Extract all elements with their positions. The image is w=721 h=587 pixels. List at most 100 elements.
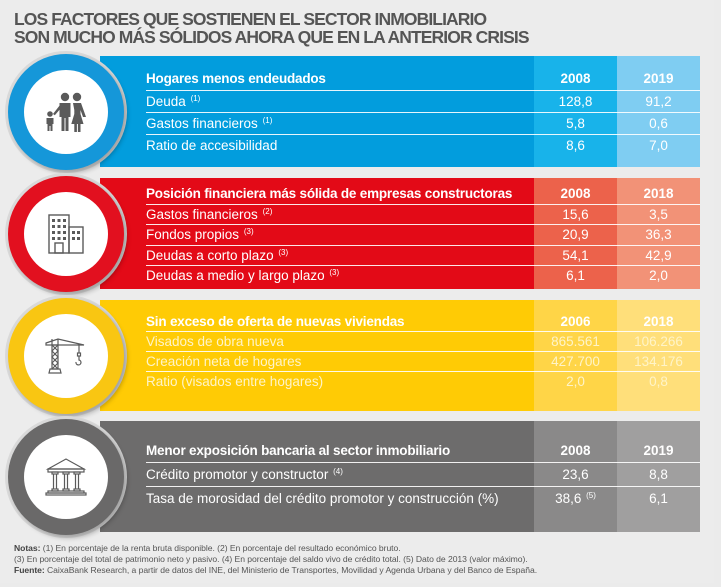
- column-header-a: 2008: [560, 70, 591, 86]
- family-icon: [46, 92, 86, 132]
- section-households: Hogares menos endeudados 2008 2019 Deuda…: [0, 54, 721, 170]
- footnote-ref: (1): [262, 116, 273, 125]
- row-label: Crédito promotor y constructor: [146, 467, 329, 482]
- value-b: 36,3: [645, 227, 672, 243]
- section-heading: Hogares menos endeudados: [146, 70, 326, 86]
- value-a: 38,6: [555, 491, 582, 506]
- table-row: Deuda (1) 128,8 91,2: [146, 91, 700, 113]
- page-title: LOS FACTORES QUE SOSTIENEN EL SECTOR INM…: [14, 10, 529, 46]
- column-header-b: 2018: [643, 314, 674, 329]
- table-row: Ratio de accesibilidad 8,6 7,0: [146, 135, 700, 156]
- footnote-ref: (2): [262, 206, 273, 216]
- section-heading: Posición financiera más sólida de empres…: [146, 186, 513, 202]
- footnote-ref: (3): [243, 227, 254, 237]
- table-row: Creación neta de hogares 427.700 134.176: [146, 352, 700, 372]
- row-label: Fondos propios: [146, 227, 240, 243]
- value-a: 54,1: [562, 247, 589, 263]
- section-heading: Menor exposición bancaria al sector inmo…: [146, 443, 450, 458]
- icon-badge: [8, 54, 124, 170]
- value-b: 8,8: [649, 467, 668, 482]
- value-b: 0,8: [649, 374, 668, 389]
- row-label: Ratio (visados entre hogares): [146, 374, 324, 389]
- value-b: 0,6: [649, 116, 668, 131]
- column-header-b: 2018: [643, 186, 674, 202]
- icon-badge: [8, 176, 124, 292]
- row-label: Ratio de accesibilidad: [146, 138, 278, 153]
- value-b: 42,9: [645, 247, 672, 263]
- value-b: 6,1: [649, 491, 668, 506]
- data-table: Hogares menos endeudados 2008 2019 Deuda…: [146, 66, 700, 156]
- section-housing-supply: Sin exceso de oferta de nuevas viviendas…: [0, 298, 721, 414]
- table-row: Tasa de morosidad del crédito promotor y…: [146, 487, 700, 510]
- section-heading: Sin exceso de oferta de nuevas viviendas: [146, 314, 405, 329]
- table-header: Hogares menos endeudados 2008 2019: [146, 66, 700, 91]
- table-header: Posición financiera más sólida de empres…: [146, 184, 700, 205]
- source-text: CaixaBank Research, a partir de datos de…: [44, 565, 538, 575]
- column-header-b: 2019: [643, 70, 674, 86]
- data-table: Posición financiera más sólida de empres…: [146, 184, 700, 286]
- row-label: Gastos financieros: [146, 206, 258, 222]
- table-row: Deudas a medio y largo plazo (3) 6,1 2,0: [146, 266, 700, 286]
- section-bank-exposure: Menor exposición bancaria al sector inmo…: [0, 419, 721, 535]
- row-label: Gastos financieros: [146, 116, 258, 131]
- row-label: Tasa de morosidad del crédito promotor y…: [146, 491, 499, 506]
- value-a: 20,9: [562, 227, 589, 243]
- column-header-a: 2008: [560, 186, 591, 202]
- building-icon: [48, 214, 84, 254]
- value-a: 6,1: [566, 268, 585, 284]
- value-b: 134.176: [634, 354, 683, 369]
- value-a: 427.700: [551, 354, 600, 369]
- notes-line-2: (3) En porcentaje del total de patrimoni…: [14, 554, 528, 564]
- section-construction-companies: Posición financiera más sólida de empres…: [0, 176, 721, 292]
- title-line-1: LOS FACTORES QUE SOSTIENEN EL SECTOR INM…: [14, 9, 487, 29]
- notes-line-1: (1) En porcentaje de la renta bruta disp…: [40, 543, 401, 553]
- table-row: Visados de obra nueva 865.561 106.266: [146, 332, 700, 352]
- section-panel: [100, 300, 700, 411]
- notes-label: Notas:: [14, 543, 41, 553]
- section-panel: [100, 178, 700, 289]
- icon-badge: [8, 298, 124, 414]
- data-table: Menor exposición bancaria al sector inmo…: [146, 439, 700, 510]
- column-header-a: 2006: [560, 314, 591, 329]
- row-label: Visados de obra nueva: [146, 334, 284, 349]
- footnote-ref: (5): [586, 491, 596, 500]
- footnotes: Notas: (1) En porcentaje de la renta bru…: [14, 543, 537, 576]
- value-a: 8,6: [566, 138, 585, 153]
- value-b: 2,0: [649, 268, 668, 284]
- table-row: Gastos financieros (1) 5,8 0,6: [146, 113, 700, 135]
- table-row: Fondos propios (3) 20,9 36,3: [146, 225, 700, 246]
- row-label: Deudas a corto plazo: [146, 247, 274, 263]
- column-header-b: 2019: [643, 443, 674, 458]
- bank-icon: [45, 458, 87, 496]
- value-b: 91,2: [645, 94, 672, 109]
- value-a: 2,0: [566, 374, 585, 389]
- table-row: Deudas a corto plazo (3) 54,1 42,9: [146, 246, 700, 266]
- icon-badge: [8, 419, 124, 535]
- section-panel: [100, 56, 700, 167]
- value-a: 15,6: [562, 206, 589, 222]
- value-a: 5,8: [566, 116, 585, 131]
- row-label: Deuda: [146, 94, 186, 109]
- row-label: Creación neta de hogares: [146, 354, 302, 369]
- footnote-ref: (3): [329, 268, 340, 278]
- footnote-ref: (3): [278, 247, 289, 257]
- value-b: 3,5: [649, 206, 668, 222]
- table-row: Gastos financieros (2) 15,6 3,5: [146, 205, 700, 225]
- table-header: Menor exposición bancaria al sector inmo…: [146, 439, 700, 463]
- crane-icon: [45, 338, 85, 374]
- value-b: 106.266: [634, 334, 683, 349]
- row-label: Deudas a medio y largo plazo: [146, 268, 325, 284]
- table-header: Sin exceso de oferta de nuevas viviendas…: [146, 312, 700, 332]
- table-row: Ratio (visados entre hogares) 2,0 0,8: [146, 372, 700, 391]
- value-a: 23,6: [562, 467, 589, 482]
- data-table: Sin exceso de oferta de nuevas viviendas…: [146, 312, 700, 391]
- footnote-ref: (4): [333, 467, 343, 476]
- section-panel: [100, 421, 700, 532]
- value-a: 865.561: [551, 334, 600, 349]
- value-b: 7,0: [649, 138, 668, 153]
- value-a: 128,8: [558, 94, 593, 109]
- footnote-ref: (1): [190, 94, 201, 103]
- source-label: Fuente:: [14, 565, 45, 575]
- column-header-a: 2008: [560, 443, 591, 458]
- table-row: Crédito promotor y constructor (4) 23,6 …: [146, 463, 700, 487]
